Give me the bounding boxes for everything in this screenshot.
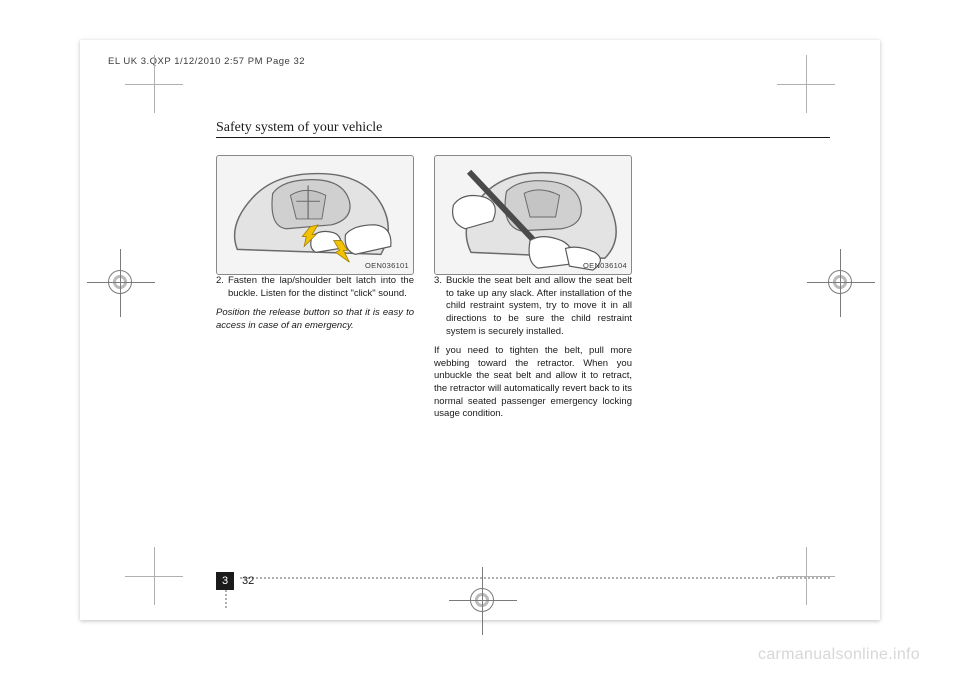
step-item: 2. Fasten the lap/shoulder belt latch in… (216, 275, 414, 300)
watermark: carmanualsonline.info (758, 646, 920, 664)
footer-dotted-rule (240, 577, 830, 579)
section-title: Safety system of your vehicle (216, 120, 830, 138)
child-seat-tighten-illustration (435, 156, 631, 274)
illustration-code: OEN036104 (583, 261, 627, 271)
illustration-box: OEN036104 (434, 155, 632, 275)
step-item: 3. Buckle the seat belt and allow the se… (434, 275, 632, 338)
child-seat-buckle-illustration (217, 156, 413, 274)
page-footer: 3 32 (216, 572, 254, 590)
step-text: Buckle the seat belt and allow the seat … (446, 275, 632, 338)
illustration-code: OEN036101 (365, 261, 409, 271)
registration-target-icon (470, 588, 494, 612)
illustration-box: OEN036101 (216, 155, 414, 275)
crop-mark-icon (145, 567, 163, 585)
step-list: 2. Fasten the lap/shoulder belt latch in… (216, 275, 414, 300)
paragraph: If you need to tighten the belt, pull mo… (434, 345, 632, 421)
step-note: Position the release button so that it i… (216, 307, 414, 332)
column-right: OEN036104 3. Buckle the seat belt and al… (434, 155, 632, 421)
chapter-number-box: 3 (216, 572, 234, 590)
print-meta-header: EL UK 3.QXP 1/12/2010 2:57 PM Page 32 (108, 56, 305, 67)
page-number: 32 (242, 575, 254, 587)
content-columns: OEN036101 2. Fasten the lap/shoulder bel… (216, 155, 830, 421)
column-left: OEN036101 2. Fasten the lap/shoulder bel… (216, 155, 414, 421)
crop-mark-icon (145, 75, 163, 93)
step-number: 2. (216, 275, 224, 300)
page: EL UK 3.QXP 1/12/2010 2:57 PM Page 32 Sa… (80, 40, 880, 620)
registration-target-icon (108, 270, 132, 294)
step-number: 3. (434, 275, 442, 338)
step-list: 3. Buckle the seat belt and allow the se… (434, 275, 632, 338)
registration-target-icon (828, 270, 852, 294)
step-text: Fasten the lap/shoulder belt latch into … (228, 275, 414, 300)
crop-mark-icon (797, 75, 815, 93)
crop-mark-icon (797, 567, 815, 585)
